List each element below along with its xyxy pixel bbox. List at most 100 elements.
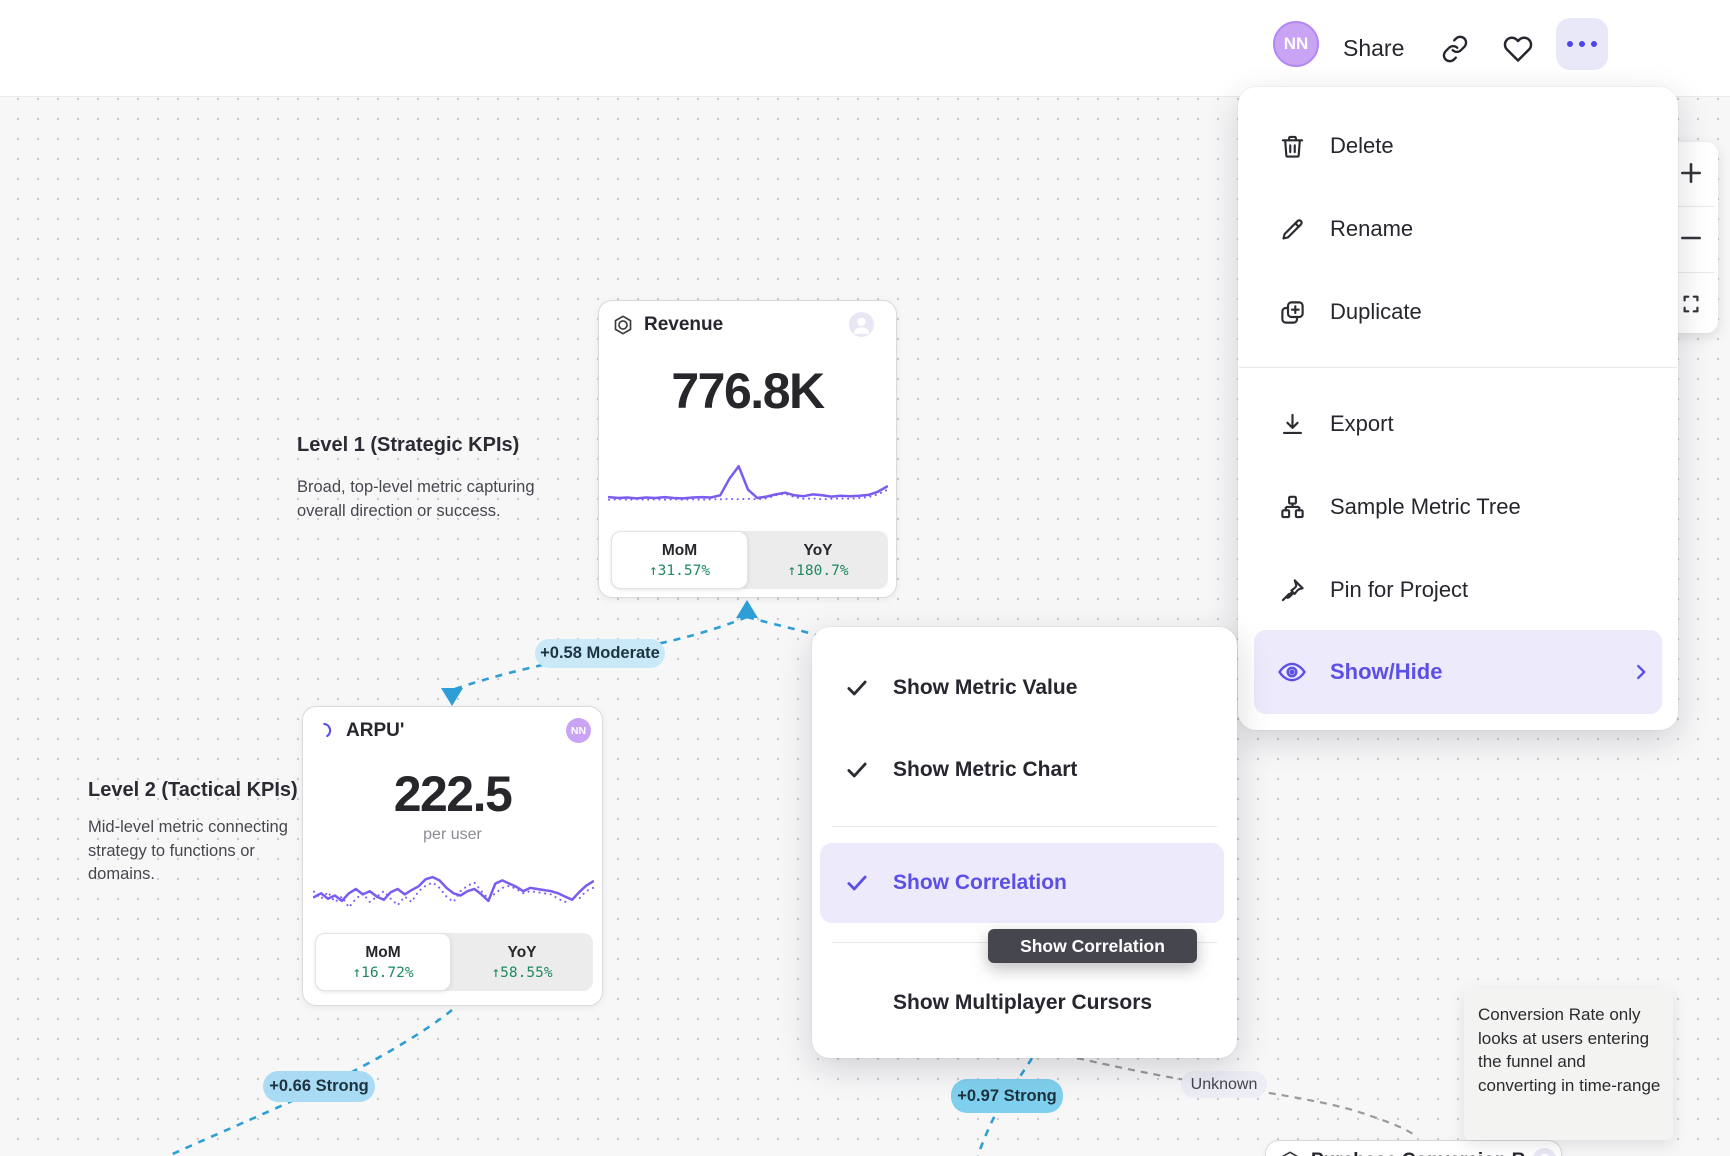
trash-icon (1281, 135, 1303, 158)
mom-value: ↑16.72% (352, 964, 414, 981)
metric-tree-icon (1280, 495, 1304, 518)
menu-item-label: Sample Metric Tree (1330, 494, 1521, 519)
heart-icon (1503, 36, 1533, 62)
level1-annotation: Level 1 (Strategic KPIs) Broad, top-leve… (297, 434, 545, 523)
menu-item-show-hide[interactable]: Show/Hide (1254, 630, 1662, 714)
yoy-label: YoY (507, 943, 537, 961)
pin-icon (1281, 578, 1304, 601)
note-line: Conversion Rate only (1478, 1005, 1641, 1024)
check-icon (847, 762, 867, 778)
yoy-tab[interactable]: YoY ↑180.7% (748, 531, 888, 589)
delta-toggle: MoM ↑31.57% YoY ↑180.7% (611, 531, 888, 589)
correlation-badge-revenue-arpu[interactable]: +0.58 Moderate (535, 639, 665, 668)
eye-icon (1278, 662, 1306, 682)
mom-tab[interactable]: MoM ↑16.72% (315, 933, 451, 991)
user-avatar[interactable]: NN (1273, 21, 1319, 67)
more-options-icon (1567, 41, 1597, 47)
menu-item-label: Export (1330, 411, 1394, 436)
assignee-avatar[interactable] (849, 312, 874, 337)
metric-value: 222.5 (393, 766, 513, 822)
metric-card-revenue[interactable]: Revenue 776.8K MoM ↑31.57% YoY ↑180.7% (598, 300, 897, 598)
pencil-icon (1281, 218, 1303, 240)
copy-link-button[interactable] (1438, 0, 1472, 97)
menu-item-label: Rename (1330, 216, 1414, 241)
chevron-right-icon (1637, 664, 1646, 680)
hexagon-metric-icon (1281, 1151, 1299, 1156)
sticky-note[interactable]: Conversion Rate only looks at users ente… (1464, 988, 1673, 1140)
menu-item-delete[interactable]: Delete (1254, 114, 1662, 178)
favorite-button[interactable] (1501, 0, 1535, 97)
yoy-label: YoY (803, 541, 833, 559)
submenu-item-label: Show Multiplayer Cursors (893, 991, 1153, 1014)
menu-item-label: Duplicate (1330, 299, 1422, 324)
yoy-value: ↑180.7% (787, 562, 849, 579)
submenu-item-show-multiplayer-cursors[interactable]: Show Multiplayer Cursors (820, 971, 1224, 1035)
correlation-badge-unknown[interactable]: Unknown (1181, 1071, 1267, 1098)
plus-icon (1681, 163, 1701, 183)
zoom-out-button[interactable] (1664, 207, 1718, 269)
yoy-tab[interactable]: YoY ↑58.55% (451, 933, 593, 991)
level2-title: Level 2 (Tactical KPIs) (88, 779, 298, 801)
submenu-item-label: Show Metric Chart (893, 758, 1078, 781)
menu-item-label: Pin for Project (1330, 577, 1469, 602)
show-hide-submenu: Show Metric Value Show Metric Chart Show… (812, 627, 1237, 1058)
mom-label: MoM (365, 943, 401, 961)
note-line: converting in time-range (1478, 1075, 1661, 1095)
menu-item-pin-for-project[interactable]: Pin for Project (1254, 558, 1662, 622)
zoom-in-button[interactable] (1664, 142, 1718, 204)
mom-tab[interactable]: MoM ↑31.57% (611, 531, 748, 589)
avatar-initials: NN (570, 724, 587, 737)
show-correlation-tooltip: Show Correlation (988, 929, 1197, 963)
delta-toggle: MoM ↑16.72% YoY ↑58.55% (315, 933, 593, 991)
expand-icon (1683, 295, 1699, 313)
correlation-badge-arpu-child[interactable]: +0.66 Strong (263, 1071, 375, 1102)
level2-annotation: Level 2 (Tactical KPIs) Mid-level metric… (88, 779, 306, 887)
menu-item-rename[interactable]: Rename (1254, 197, 1662, 261)
person-icon (1540, 1153, 1549, 1156)
note-line: the funnel and (1478, 1052, 1586, 1071)
menu-divider (1239, 367, 1677, 368)
metric-value: 776.8K (671, 363, 825, 419)
mom-value: ↑31.57% (648, 562, 711, 579)
sparkline-chart (313, 875, 594, 909)
metric-unit: per user (423, 826, 482, 843)
menu-item-export[interactable]: Export (1254, 392, 1662, 456)
yoy-value: ↑58.55% (491, 964, 553, 981)
submenu-item-label: Show Metric Value (893, 676, 1078, 699)
level1-description: Broad, top-level metric capturing overal… (297, 478, 535, 520)
menu-item-sample-metric-tree[interactable]: Sample Metric Tree (1254, 475, 1662, 539)
download-icon (1282, 413, 1302, 434)
top-bar: NN Share (0, 0, 1730, 97)
metric-title: ARPU' (346, 720, 405, 741)
collaborator-avatar[interactable]: NN (566, 718, 591, 743)
metric-title: Revenue (644, 314, 724, 335)
mom-label: MoM (661, 541, 698, 559)
share-button[interactable]: Share (1343, 35, 1405, 61)
avatar-initials: NN (1283, 34, 1309, 53)
minus-icon (1681, 236, 1701, 240)
more-options-button[interactable] (1556, 18, 1608, 70)
context-menu: Delete Rename Duplicate Export Sample Me… (1238, 87, 1678, 730)
note-line: looks at users entering (1478, 1028, 1650, 1048)
check-icon (847, 875, 867, 891)
metric-title: Purchase Conversion R (1311, 1150, 1525, 1156)
menu-item-duplicate[interactable]: Duplicate (1254, 280, 1662, 344)
metric-card-purchase-conversion[interactable]: Purchase Conversion R (1265, 1140, 1562, 1156)
correlation-badge-revenue-purchase[interactable]: +0.97 Strong (951, 1079, 1063, 1113)
level2-description: Mid-level metric connecting strategy to … (88, 818, 288, 883)
fit-view-button[interactable] (1664, 273, 1718, 335)
assignee-avatar[interactable] (1532, 1148, 1557, 1156)
submenu-item-label: Show Correlation (893, 871, 1067, 894)
check-icon (847, 680, 867, 696)
submenu-item-show-correlation[interactable]: Show Correlation (820, 843, 1224, 923)
level1-title: Level 1 (Strategic KPIs) (297, 434, 520, 456)
menu-item-label: Delete (1330, 133, 1394, 158)
hexagon-metric-icon (614, 315, 632, 335)
submenu-divider (832, 826, 1217, 827)
person-icon (853, 317, 870, 334)
submenu-item-show-metric-chart[interactable]: Show Metric Chart (820, 738, 1224, 802)
submenu-item-show-metric-value[interactable]: Show Metric Value (820, 656, 1224, 720)
menu-item-label: Show/Hide (1330, 659, 1443, 684)
metric-card-arpu[interactable]: ARPU' NN 222.5 per user MoM ↑16.72% YoY … (302, 706, 603, 1006)
